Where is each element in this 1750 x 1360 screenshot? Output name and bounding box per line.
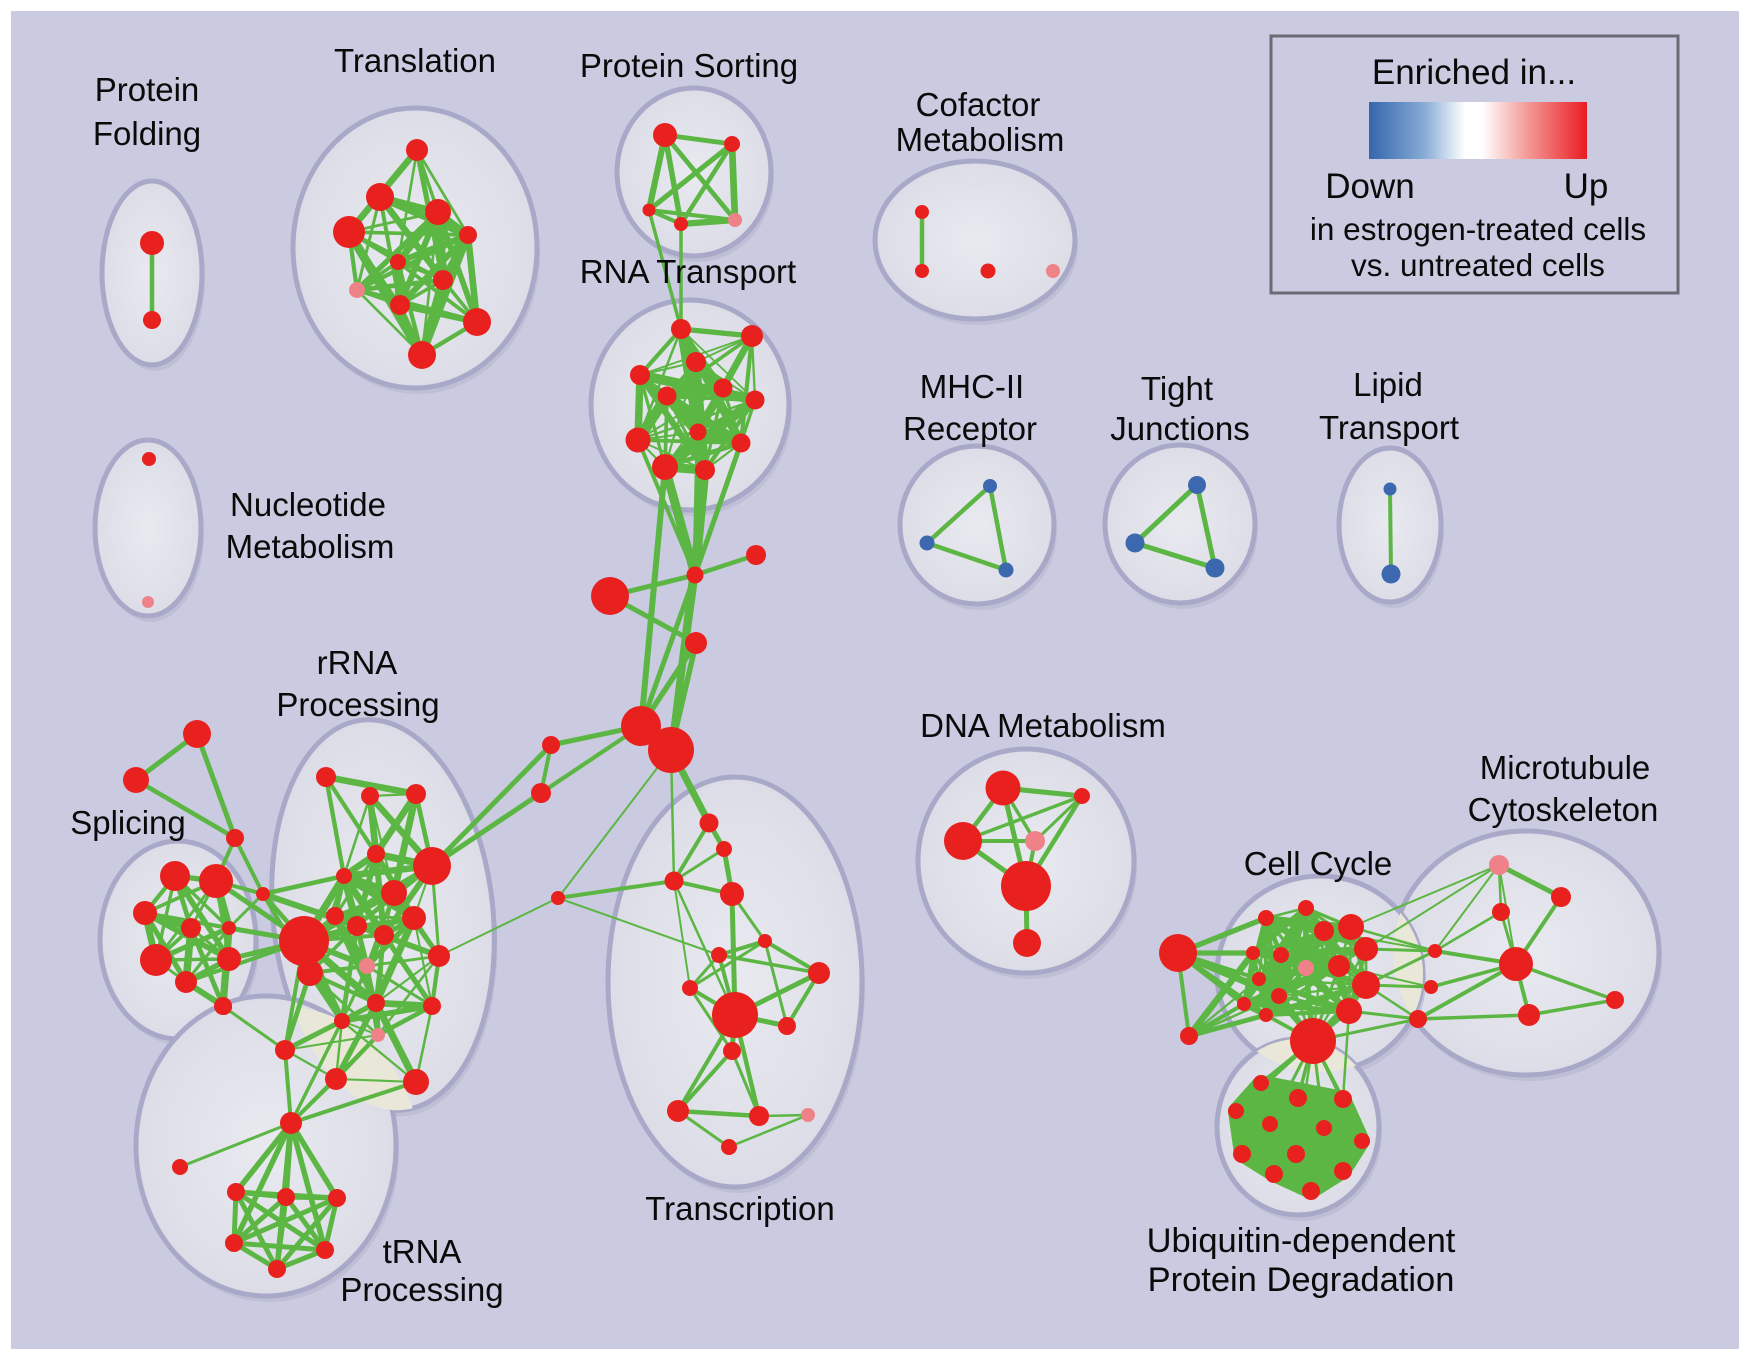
svg-text:Cytoskeleton: Cytoskeleton [1468,791,1659,828]
svg-text:Protein Degradation: Protein Degradation [1148,1261,1455,1299]
svg-text:in estrogen-treated cells: in estrogen-treated cells [1310,211,1646,247]
svg-text:Microtubule: Microtubule [1480,749,1651,786]
svg-text:Transcription: Transcription [645,1190,835,1227]
svg-text:Receptor: Receptor [903,410,1037,447]
svg-text:Ubiquitin-dependent: Ubiquitin-dependent [1147,1222,1456,1260]
svg-text:Translation: Translation [334,42,496,79]
svg-text:Cofactor: Cofactor [916,86,1041,123]
svg-text:Down: Down [1325,167,1414,206]
svg-text:RNA Transport: RNA Transport [580,253,796,290]
svg-text:Protein Sorting: Protein Sorting [580,47,798,84]
svg-text:Lipid: Lipid [1353,366,1423,403]
svg-text:Nucleotide: Nucleotide [230,486,386,523]
svg-text:Transport: Transport [1319,409,1459,446]
svg-text:Up: Up [1564,167,1609,206]
svg-text:Processing: Processing [276,686,439,723]
svg-text:Folding: Folding [93,115,201,152]
svg-text:Enriched in...: Enriched in... [1372,53,1576,92]
svg-text:Junctions: Junctions [1110,410,1249,447]
svg-text:Metabolism: Metabolism [226,528,395,565]
svg-text:vs. untreated cells: vs. untreated cells [1351,247,1605,283]
svg-text:Splicing: Splicing [70,804,186,841]
svg-text:Metabolism: Metabolism [896,121,1065,158]
svg-text:MHC-II: MHC-II [920,368,1024,405]
svg-text:Tight: Tight [1141,370,1213,407]
svg-text:Processing: Processing [340,1271,503,1308]
svg-text:Cell Cycle: Cell Cycle [1244,845,1393,882]
svg-text:DNA Metabolism: DNA Metabolism [920,707,1166,744]
svg-text:tRNA: tRNA [383,1233,462,1270]
svg-text:rRNA: rRNA [317,644,398,681]
svg-text:Protein: Protein [95,71,200,108]
